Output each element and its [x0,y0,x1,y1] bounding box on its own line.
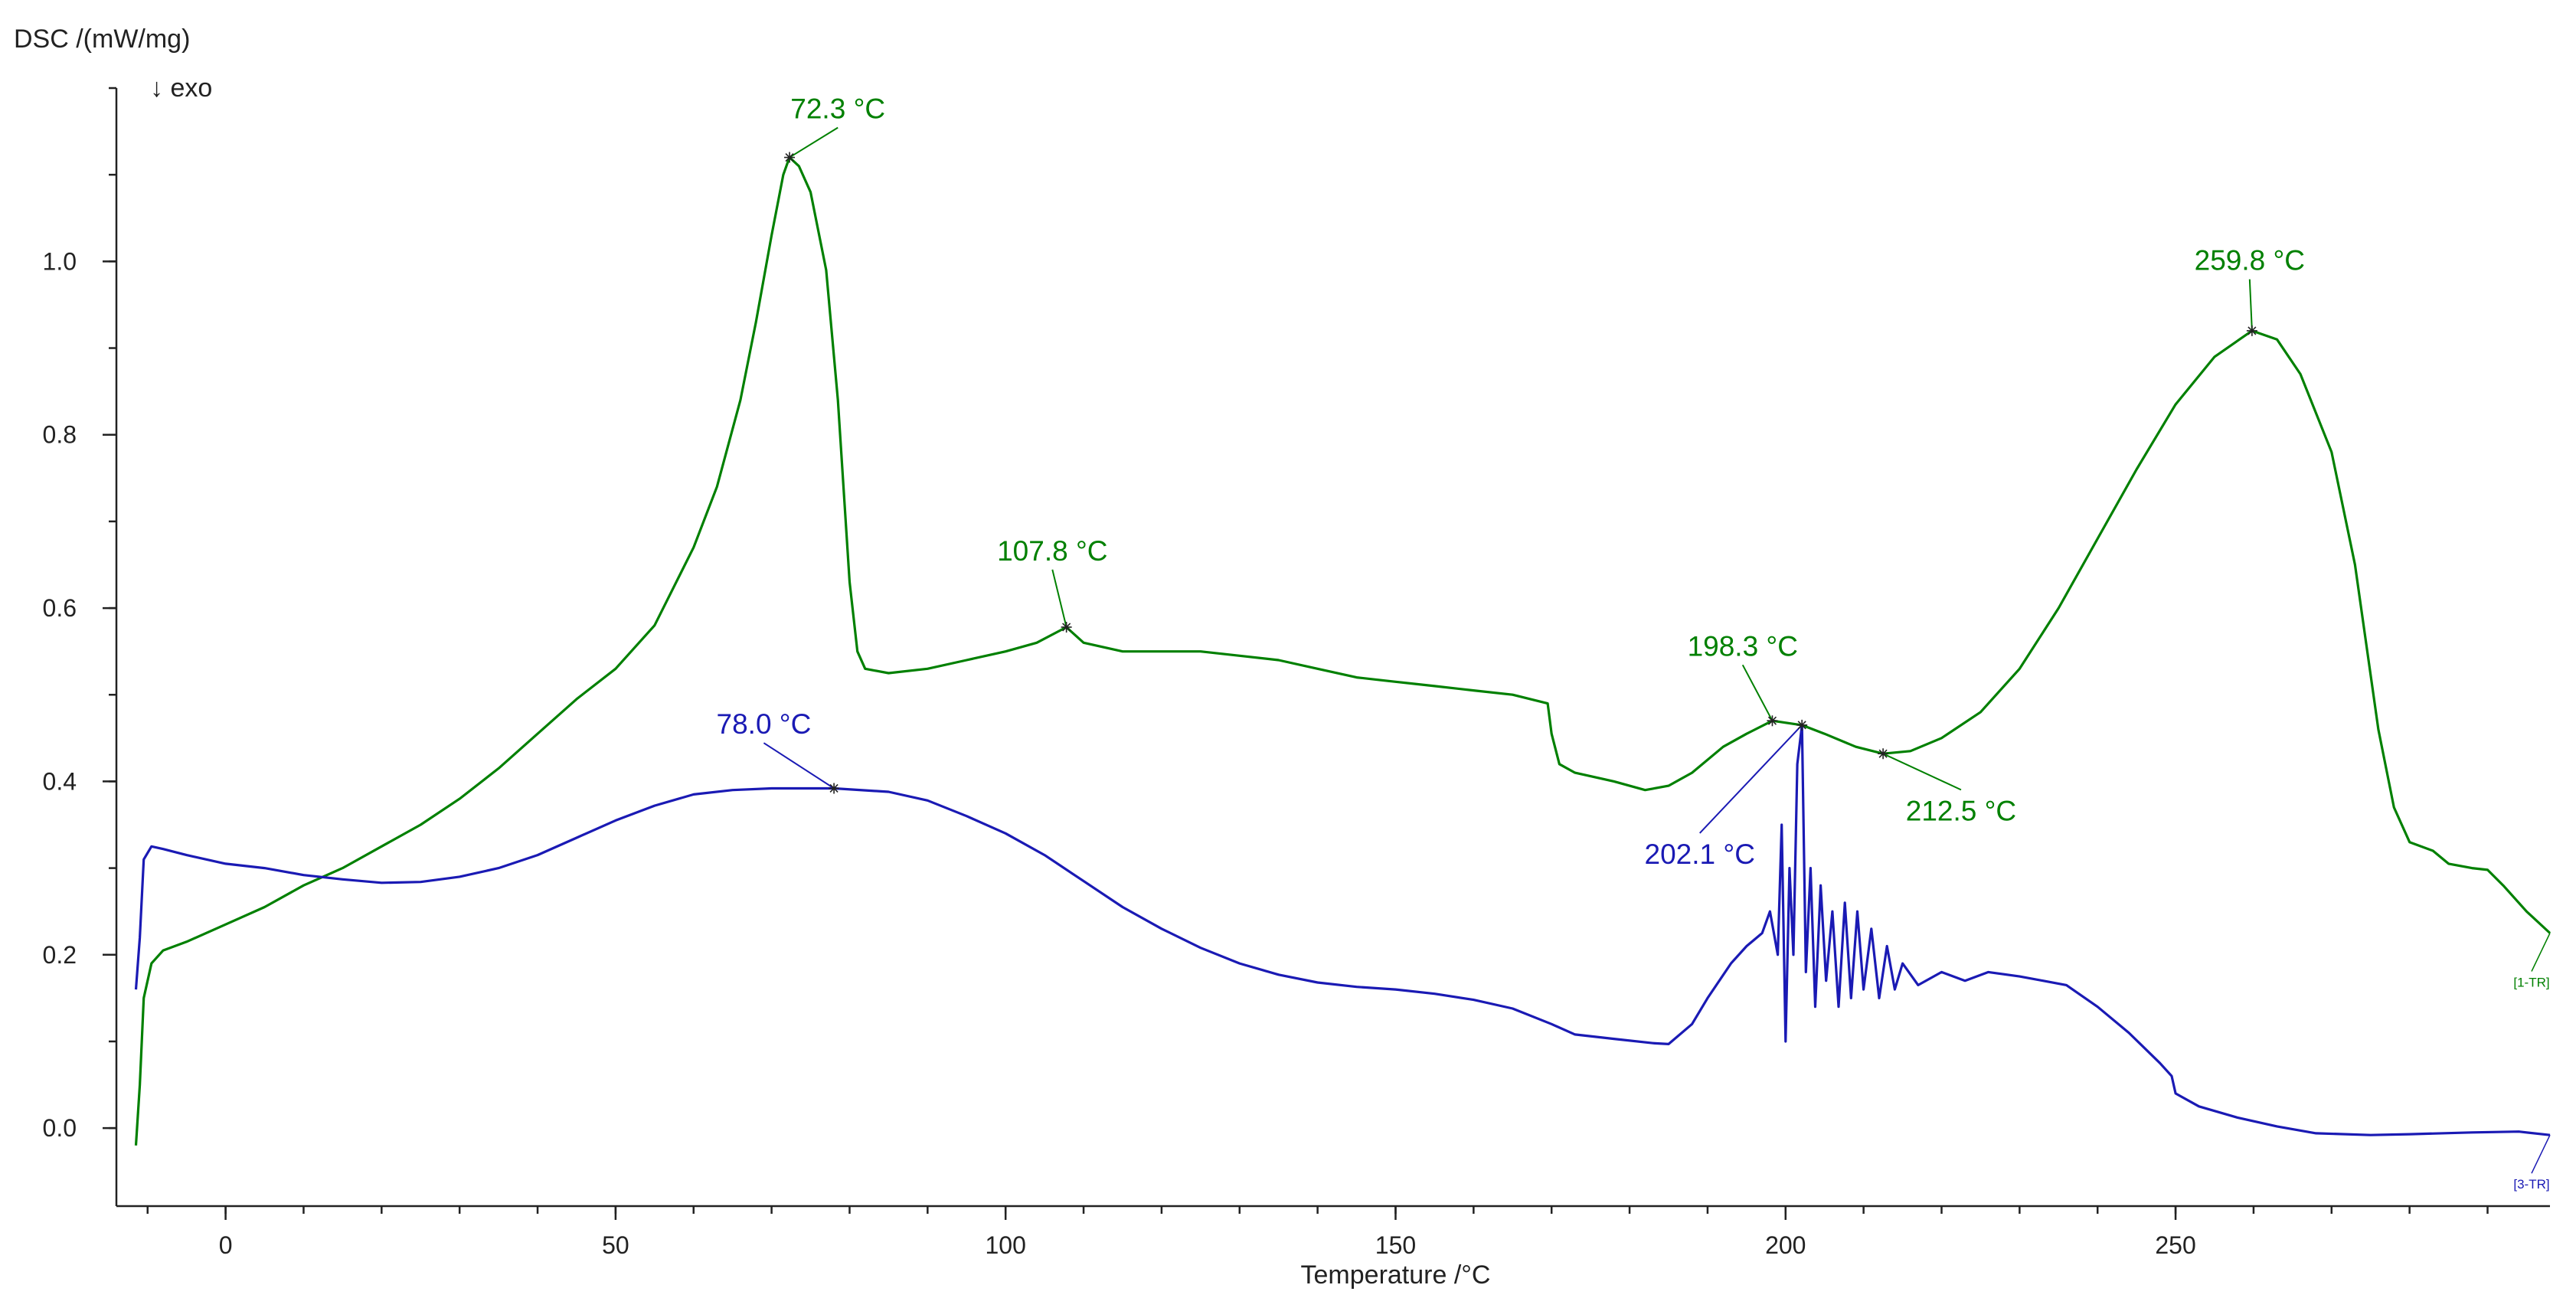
annotation-leader [2248,279,2253,331]
y-tick-label: 0.6 [43,594,77,622]
peak-marker [1878,748,1889,760]
peak-annotation-label: 72.3 °C [790,93,885,125]
annotation-leader [1051,569,1067,628]
annotation-leader [789,126,839,159]
y-tick-label: 0.8 [43,421,77,449]
peak-marker [1061,621,1072,633]
peak-marker [2246,325,2257,336]
peak-annotation-label: 212.5 °C [1906,795,2016,826]
y-axis-title: DSC /(mW/mg) [14,25,190,54]
y-tick-label: 0.2 [43,941,77,969]
peak-annotation-label: 107.8 °C [997,535,1107,567]
peak-marker [1767,715,1778,727]
x-axis-title: Temperature /°C [1301,1260,1491,1290]
peak-annotation-label: 198.3 °C [1688,630,1798,662]
peak-annotation-label: 202.1 °C [1645,839,1755,870]
peak-marker [1796,719,1808,731]
x-tick-label: 200 [1765,1231,1806,1259]
series-end-leader [2531,1134,2551,1174]
annotation-leader [1882,753,1962,791]
peak-marker [784,152,796,163]
series-line-1 [134,155,2551,1146]
series-end-label: [1-TR] [2513,975,2549,989]
peak-annotation-label: 259.8 °C [2195,245,2305,276]
series-layer: [1-TR] [3-TR] [134,155,2551,1192]
y-tick-label: 1.0 [43,247,77,275]
series-end-label: [3-TR] [2513,1177,2549,1192]
y-tick-label: 0.0 [43,1114,77,1142]
x-tick-label: 50 [602,1231,629,1259]
annotation-layer: 72.3 °C 107.8 °C 198.3 °C 212.5 °C 259.8 °C 7… [717,93,2306,870]
series-line-2 [134,724,2551,1136]
annotation-leader [763,742,835,790]
peak-annotation-label: 78.0 °C [717,708,812,740]
peak-marker [829,783,840,794]
y-tick-label: 0.4 [43,767,77,795]
annotation-leader [1699,724,1803,834]
x-tick-label: 0 [219,1231,233,1259]
series-end-leader [2531,933,2551,972]
annotation-leader [1741,664,1773,721]
x-tick-label: 250 [2155,1231,2195,1259]
exo-direction-note: ↓ exo [150,74,212,103]
x-tick-label: 150 [1375,1231,1416,1259]
x-tick-label: 100 [985,1231,1025,1259]
axes: 0.0 0.2 0.4 0.6 0.8 1.0 0 50 100 150 200 250 [43,87,2550,1259]
